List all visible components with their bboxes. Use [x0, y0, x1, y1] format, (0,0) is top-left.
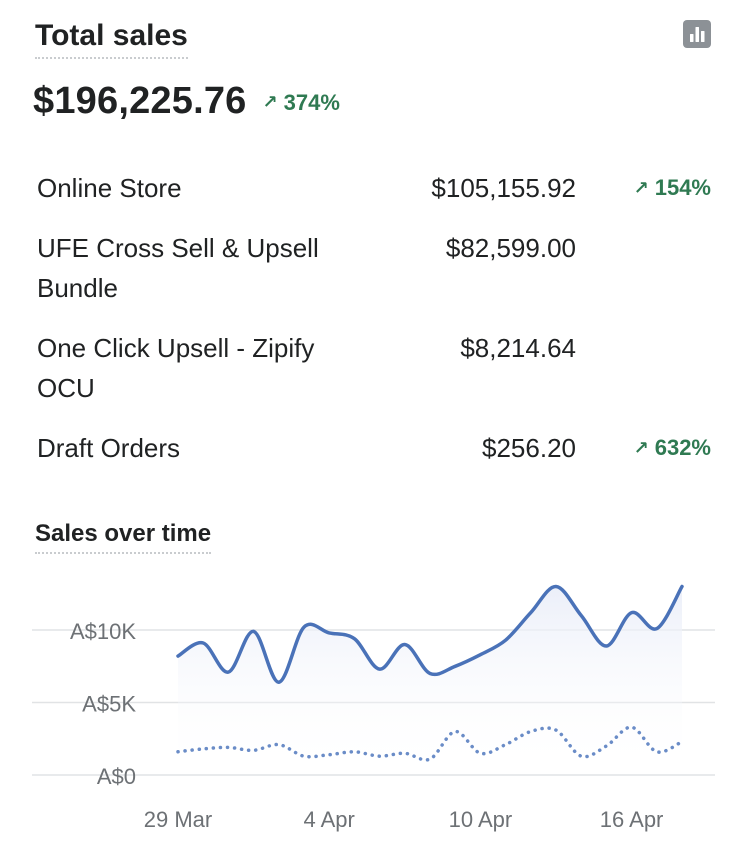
- channel-delta-badge: ↗ 154%: [634, 168, 711, 208]
- channel-amount: $82,599.00: [445, 233, 576, 263]
- channel-label: One Click Upsell - Zipify OCU: [37, 333, 315, 403]
- total-summary: $196,225.76 ↗ 374%: [33, 80, 340, 123]
- x-tick-label: 10 Apr: [449, 807, 513, 832]
- chart-section-title[interactable]: Sales over time: [35, 519, 212, 554]
- x-tick-label: 29 Mar: [144, 807, 212, 832]
- channel-delta-badge: ↗ 632%: [634, 428, 711, 468]
- x-tick-label: 16 Apr: [600, 807, 664, 832]
- y-tick-label: A$10K: [70, 619, 136, 644]
- arrow-up-right-icon: ↗: [262, 92, 278, 112]
- arrow-up-right-icon: ↗: [633, 438, 649, 458]
- total-delta-value: 374%: [283, 89, 340, 115]
- series-line-comparison: [176, 725, 684, 762]
- channel-delta-value: 154%: [654, 175, 711, 200]
- sales-over-time-chart: A$0 A$5K A$10K 29 Mar 4 Apr 10 Apr 16 Apr: [32, 584, 715, 832]
- channel-amount: $8,214.64: [460, 333, 576, 363]
- y-tick-label: A$5K: [82, 692, 136, 717]
- channel-label: Draft Orders: [37, 433, 181, 463]
- y-tick-label: A$0: [97, 764, 136, 789]
- total-sales-value: $196,225.76: [33, 80, 247, 122]
- channel-delta-value: 632%: [654, 435, 711, 460]
- bar-chart-icon[interactable]: [683, 20, 711, 48]
- channel-label: UFE Cross Sell & Upsell Bundle: [37, 233, 319, 303]
- series-line-current: [176, 584, 684, 684]
- channel-amount: $105,155.92: [431, 173, 576, 203]
- channel-label: Online Store: [37, 173, 182, 203]
- x-tick-label: 4 Apr: [304, 807, 355, 832]
- card-title[interactable]: Total sales: [35, 18, 188, 59]
- total-delta-badge: ↗ 374%: [263, 90, 340, 116]
- arrow-up-right-icon: ↗: [633, 178, 649, 198]
- series-area: [178, 586, 682, 775]
- channel-amount: $256.20: [482, 433, 576, 463]
